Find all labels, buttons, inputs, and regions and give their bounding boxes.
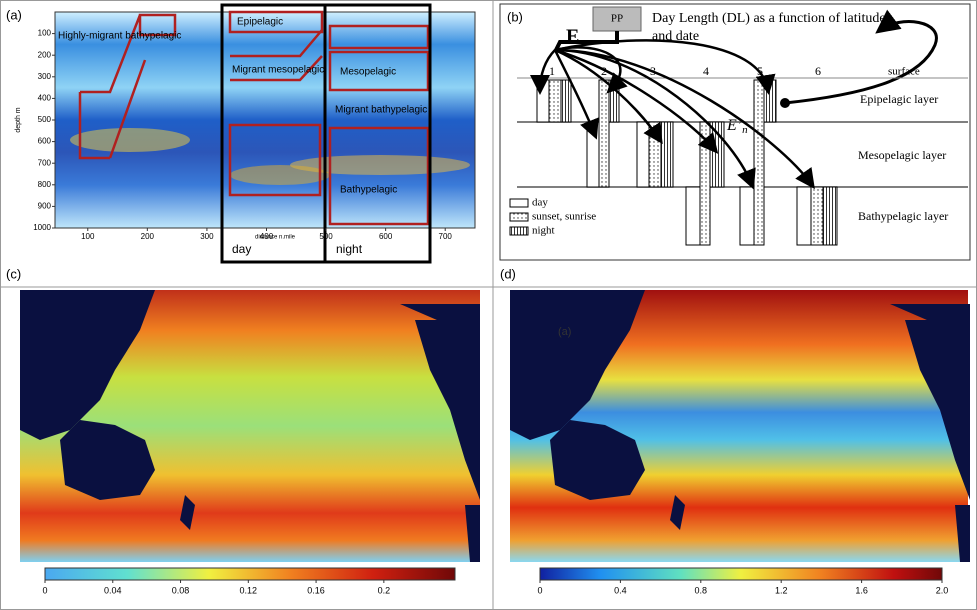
layer-label: Mesopelagic layer bbox=[858, 148, 946, 162]
station-label: 5 bbox=[757, 64, 763, 78]
panel-label: (d) bbox=[500, 266, 516, 281]
echo-layer bbox=[230, 165, 330, 185]
dl-dot bbox=[780, 98, 790, 108]
colorbar-tick-label: 0.8 bbox=[695, 585, 708, 595]
y-tick-label: 700 bbox=[38, 158, 52, 167]
station-label: 3 bbox=[650, 64, 656, 78]
x-tick-label: 700 bbox=[439, 232, 453, 241]
surface-label: surface bbox=[888, 66, 920, 78]
colorbar-tick-label: 0.4 bbox=[614, 585, 627, 595]
map-c bbox=[20, 290, 480, 562]
colorbar-tick-label: 0 bbox=[537, 585, 542, 595]
legend-label: day bbox=[532, 197, 548, 209]
colorbar-tick-label: 1.2 bbox=[775, 585, 788, 595]
map-d: (a) bbox=[510, 290, 970, 562]
zone-label: Migrant mesopelagic bbox=[232, 65, 324, 76]
x-tick-label: 100 bbox=[81, 232, 95, 241]
bar-twilight bbox=[599, 80, 609, 187]
colorbar bbox=[45, 568, 455, 580]
period-label: day bbox=[232, 242, 251, 256]
station-label: 1 bbox=[549, 64, 555, 78]
y-tick-label: 600 bbox=[38, 137, 52, 146]
pp-label: PP bbox=[611, 13, 623, 25]
legend-swatch bbox=[510, 227, 528, 235]
bar-twilight bbox=[549, 80, 561, 122]
panel-label: (c) bbox=[6, 266, 21, 281]
period-label: night bbox=[336, 242, 363, 256]
y-axis-label: depth m bbox=[15, 107, 22, 132]
bar-day bbox=[537, 80, 549, 122]
zone-label: Highly-migrant bathypelagic bbox=[58, 31, 181, 42]
colorbar-tick-label: 0.08 bbox=[172, 585, 190, 595]
y-tick-label: 200 bbox=[38, 50, 52, 59]
y-tick-label: 300 bbox=[38, 72, 52, 81]
bar-night bbox=[561, 80, 571, 122]
station-label: 2 bbox=[601, 64, 607, 78]
station-label: 4 bbox=[703, 64, 709, 78]
dl-title: Day Length (DL) as a function of latitud… bbox=[652, 10, 892, 46]
bar-twilight bbox=[754, 80, 764, 245]
y-tick-label: 800 bbox=[38, 180, 52, 189]
panel-label: (b) bbox=[507, 9, 523, 24]
bar-night bbox=[764, 80, 776, 122]
colorbar-tick-label: 2.0 bbox=[936, 585, 949, 595]
bar-day bbox=[740, 187, 754, 245]
legend-swatch bbox=[510, 199, 528, 207]
energy-label: E bbox=[566, 26, 579, 48]
energy-n-label: E’n bbox=[726, 117, 748, 136]
bar-day bbox=[686, 187, 700, 245]
bar-twilight bbox=[811, 187, 823, 245]
zone-label: Mesopelagic bbox=[340, 67, 396, 78]
colorbar-tick-label: 0 bbox=[42, 585, 47, 595]
bar-day bbox=[797, 187, 811, 245]
colorbar-tick-label: 0.2 bbox=[378, 585, 391, 595]
zone-label: Bathypelagic bbox=[340, 185, 397, 196]
colorbar-tick-label: 0.12 bbox=[240, 585, 258, 595]
zone-label: Epipelagic bbox=[237, 17, 283, 28]
colorbar-tick-label: 0.04 bbox=[104, 585, 122, 595]
y-tick-label: 500 bbox=[38, 115, 52, 124]
panel-a: (a) Highly-migrant bathypelagic Epipelag… bbox=[6, 5, 475, 262]
y-tick-label: 1000 bbox=[33, 223, 51, 232]
legend-swatch bbox=[510, 213, 528, 221]
zone-label: Migrant bathypelagic bbox=[335, 105, 427, 116]
x-tick-label: 300 bbox=[200, 232, 214, 241]
title-box: Day Length (DL) as a function of latitud… bbox=[652, 10, 892, 54]
station-label: 6 bbox=[815, 64, 821, 78]
y-tick-label: 900 bbox=[38, 202, 52, 211]
colorbar bbox=[540, 568, 942, 580]
legend-label: sunset, sunrise bbox=[532, 211, 596, 223]
layer-label: Bathypelagic layer bbox=[858, 209, 948, 223]
x-tick-label: 400 bbox=[260, 232, 274, 241]
y-tick-label: 400 bbox=[38, 94, 52, 103]
panel-label: (a) bbox=[6, 7, 22, 22]
figure: (a) Highly-migrant bathypelagic Epipelag… bbox=[0, 0, 977, 610]
colorbar-tick-label: 0.16 bbox=[307, 585, 325, 595]
bar-night bbox=[661, 122, 673, 187]
x-tick-label: 200 bbox=[141, 232, 155, 241]
echo-layer bbox=[70, 128, 190, 152]
bar-day bbox=[637, 122, 649, 187]
colorbar-tick-label: 1.6 bbox=[855, 585, 868, 595]
panel-b: (b) PP Day Length (DL) as a function of … bbox=[500, 4, 970, 260]
legend-label: night bbox=[532, 225, 555, 237]
inset-label: (a) bbox=[558, 326, 571, 338]
layer-label: Epipelagic layer bbox=[860, 92, 938, 106]
y-tick-label: 100 bbox=[38, 29, 52, 38]
x-tick-label: 500 bbox=[319, 232, 333, 241]
bar-night bbox=[823, 187, 837, 245]
x-tick-label: 600 bbox=[379, 232, 393, 241]
